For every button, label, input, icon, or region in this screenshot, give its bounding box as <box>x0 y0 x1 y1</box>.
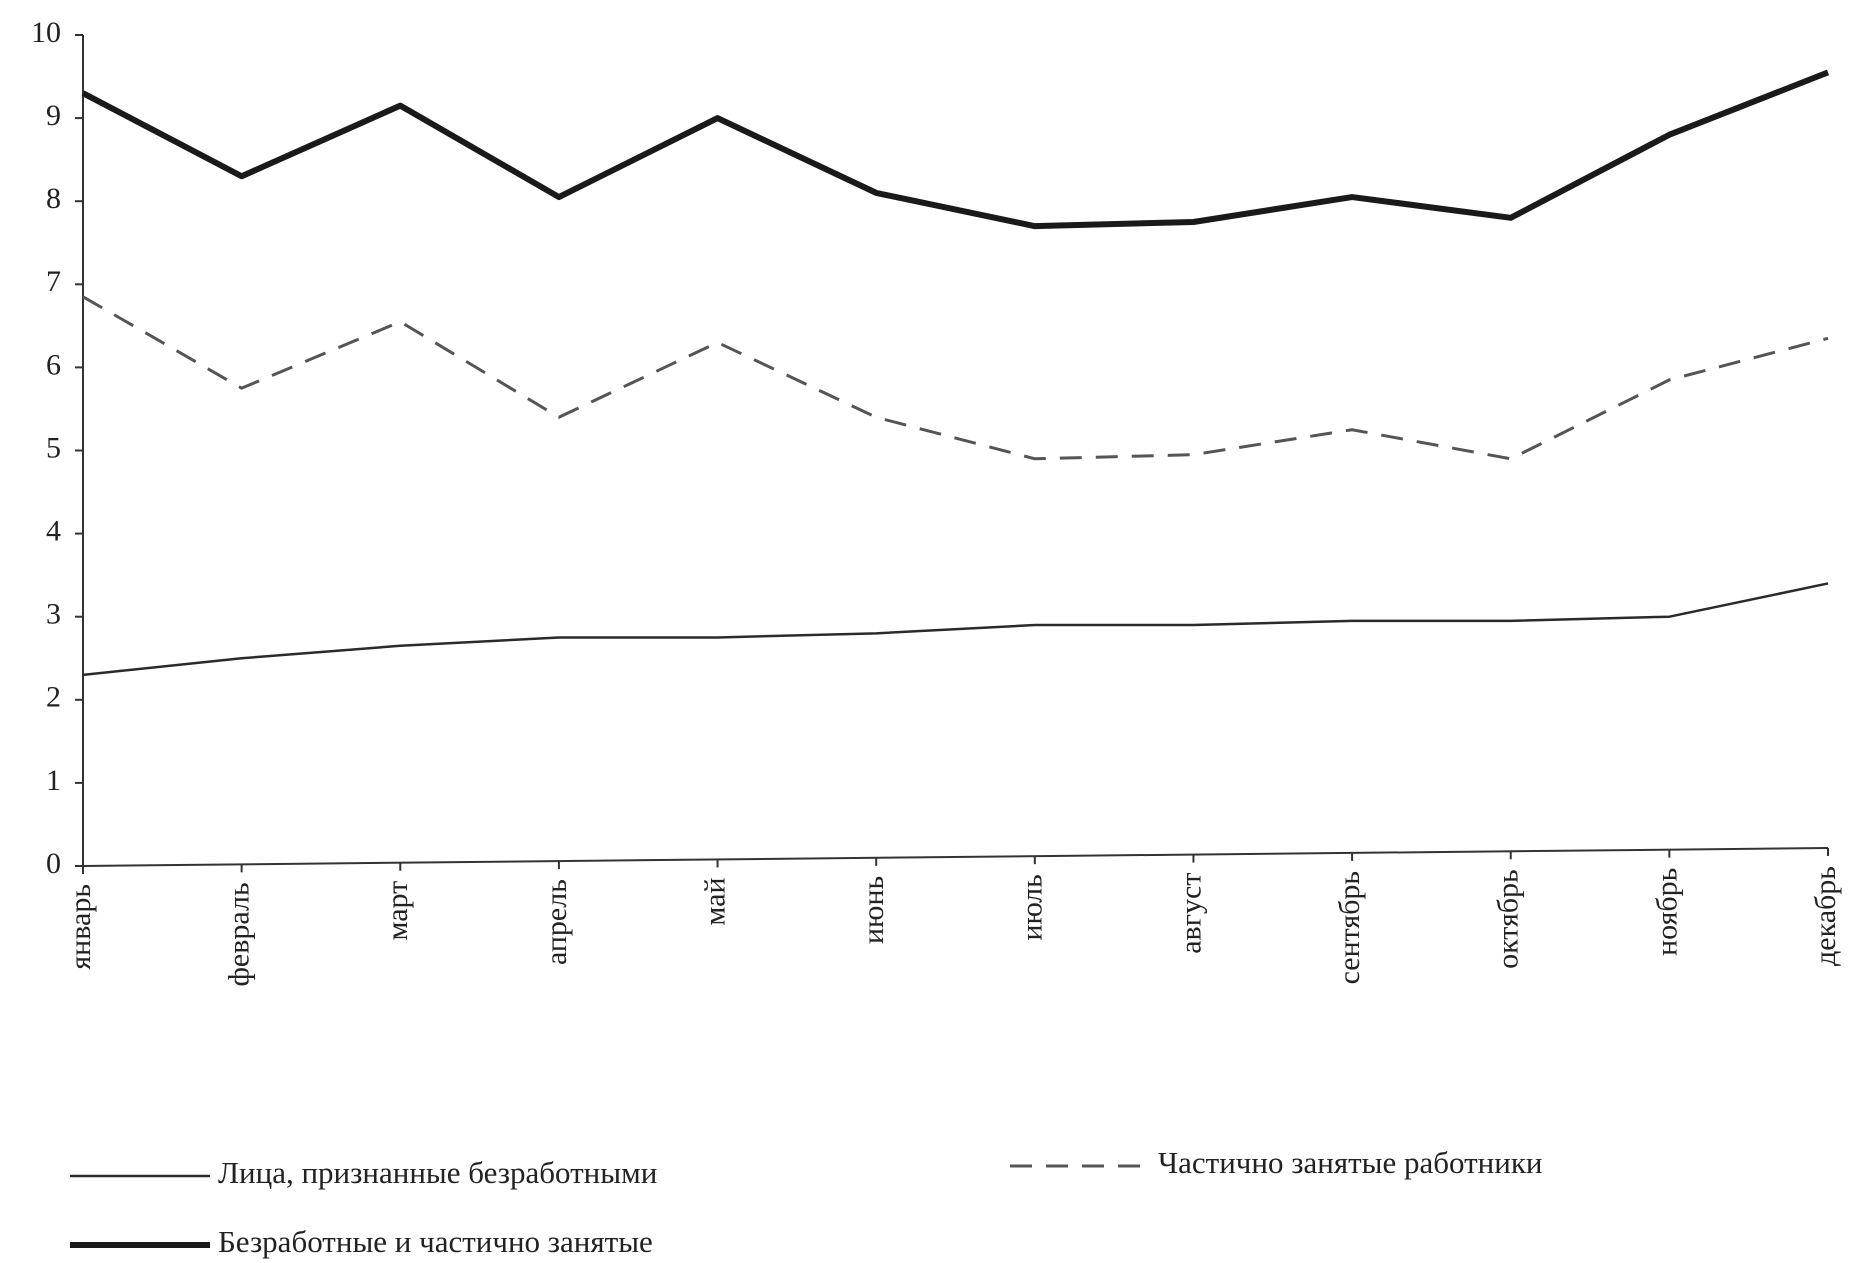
y-tick-label: 5 <box>46 431 61 464</box>
x-tick-label: март <box>381 881 414 941</box>
legend-label: Частично занятые работники <box>1158 1145 1542 1180</box>
x-tick-label: август <box>1174 873 1207 954</box>
legend-label: Лица, признанные безработными <box>218 1155 657 1190</box>
x-tick-label: ноябрь <box>1650 868 1683 956</box>
x-tick-label: февраль <box>223 882 256 986</box>
y-tick-label: 9 <box>46 99 61 132</box>
y-tick-label: 4 <box>46 514 61 547</box>
x-tick-label: июль <box>1016 874 1049 940</box>
y-tick-label: 2 <box>46 681 61 714</box>
x-tick-label: июнь <box>857 876 890 944</box>
y-tick-label: 0 <box>46 847 61 880</box>
x-tick-label: май <box>698 877 731 925</box>
x-tick-label: декабрь <box>1809 866 1842 966</box>
y-tick-label: 8 <box>46 182 61 215</box>
series-line <box>82 582 1829 677</box>
series-line <box>81 69 1830 230</box>
y-tick-label: 1 <box>46 764 61 797</box>
y-tick-label: 10 <box>31 16 61 49</box>
x-tick-label: октябрь <box>1492 869 1525 969</box>
y-tick-label: 3 <box>46 598 61 631</box>
y-tick-label: 6 <box>46 348 61 381</box>
x-axis <box>82 847 1829 867</box>
x-tick-label: январь <box>64 884 97 970</box>
legend-label: Безработные и частично занятые <box>218 1224 653 1259</box>
y-tick-label: 7 <box>46 265 61 298</box>
x-tick-label: сентябрь <box>1333 871 1366 985</box>
x-tick-label: апрель <box>540 879 573 965</box>
series-line <box>82 295 1829 461</box>
